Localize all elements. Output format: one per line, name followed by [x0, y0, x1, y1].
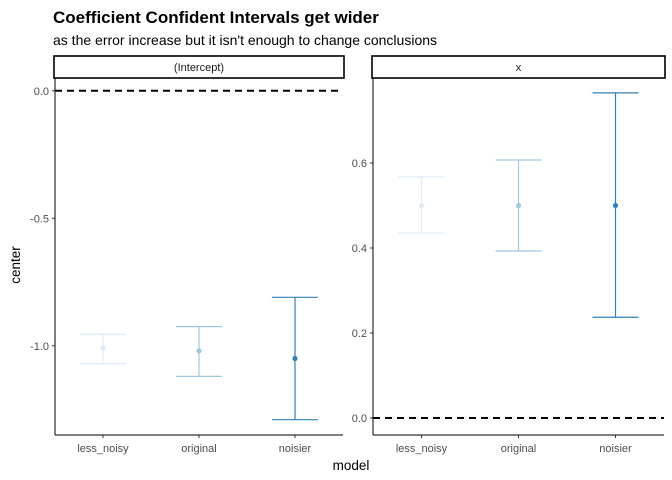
x-tick-label: noisier: [599, 443, 632, 455]
chart-subtitle: as the error increase but it isn't enoug…: [53, 32, 437, 48]
x-tick-label: original: [501, 443, 536, 455]
center-point: [100, 345, 106, 351]
center-point: [612, 202, 619, 209]
y-tick-label: 0.0: [34, 86, 49, 98]
x-tick-label: less_noisy: [396, 443, 448, 455]
y-tick-label: -1.0: [30, 341, 49, 353]
panel-1: x 0.0 0.2 0.4 0.6 less_noisy original noisier: [352, 55, 666, 455]
center-point: [196, 348, 202, 354]
strip-box: [53, 55, 345, 79]
y-tick-label: 0.4: [352, 243, 367, 255]
x-axis-title: model: [333, 458, 370, 473]
y-tick-label: -0.5: [30, 213, 49, 225]
strip-label: (Intercept): [174, 62, 224, 74]
chart-title: Coefficient Confident Intervals get wide…: [53, 8, 379, 27]
panel-0: (Intercept) 0.0 -0.5 -1.0 less_noisy original…: [30, 55, 345, 455]
strip-label: x: [516, 62, 522, 74]
strip-box: [371, 55, 666, 79]
x-tick-label: less_noisy: [77, 443, 129, 455]
y-tick-label: 0.2: [352, 328, 367, 340]
y-axis-title: center: [8, 246, 23, 284]
center-point: [418, 202, 425, 209]
center-point: [292, 355, 298, 362]
y-tick-label: 0.0: [352, 413, 367, 425]
y-tick-label: 0.6: [352, 158, 367, 170]
center-point: [515, 202, 522, 209]
x-tick-label: noisier: [279, 443, 312, 455]
panels: (Intercept) 0.0 -0.5 -1.0 less_noisy original…: [30, 55, 666, 455]
x-tick-label: original: [181, 443, 216, 455]
